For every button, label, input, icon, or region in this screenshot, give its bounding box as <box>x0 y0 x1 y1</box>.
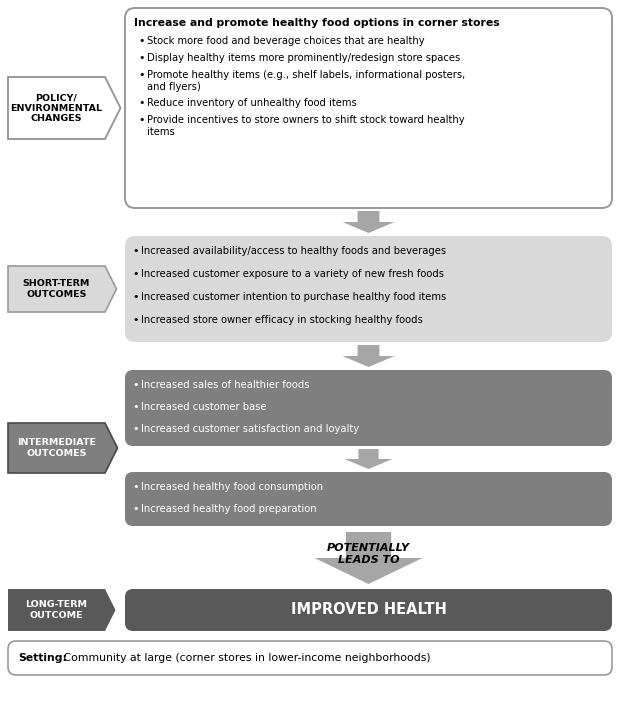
Text: •: • <box>132 380 138 390</box>
Text: Provide incentives to store owners to shift stock toward healthy
items: Provide incentives to store owners to sh… <box>147 115 464 136</box>
Text: Increased customer satisfaction and loyalty: Increased customer satisfaction and loya… <box>141 424 359 434</box>
Text: Setting:: Setting: <box>18 653 67 663</box>
Polygon shape <box>8 266 117 312</box>
Text: POLICY/
ENVIRONMENTAL
CHANGES: POLICY/ ENVIRONMENTAL CHANGES <box>11 93 102 123</box>
Text: Stock more food and beverage choices that are healthy: Stock more food and beverage choices tha… <box>147 36 425 46</box>
Text: Increased healthy food consumption: Increased healthy food consumption <box>141 482 323 492</box>
Polygon shape <box>8 589 115 631</box>
Text: •: • <box>132 269 138 279</box>
Text: •: • <box>138 36 144 46</box>
Text: IMPROVED HEALTH: IMPROVED HEALTH <box>291 602 446 618</box>
Text: •: • <box>132 504 138 514</box>
FancyBboxPatch shape <box>125 370 612 446</box>
Text: Display healthy items more prominently/redesign store spaces: Display healthy items more prominently/r… <box>147 53 460 63</box>
Text: LONG-TERM
OUTCOME: LONG-TERM OUTCOME <box>25 600 87 620</box>
Text: Increased customer intention to purchase healthy food items: Increased customer intention to purchase… <box>141 292 446 302</box>
Text: •: • <box>132 246 138 256</box>
Text: •: • <box>138 115 144 125</box>
Text: Reduce inventory of unhealthy food items: Reduce inventory of unhealthy food items <box>147 98 356 108</box>
FancyBboxPatch shape <box>125 472 612 526</box>
Text: •: • <box>132 315 138 325</box>
Text: •: • <box>132 402 138 412</box>
FancyBboxPatch shape <box>125 589 612 631</box>
Text: INTERMEDIATE
OUTCOMES: INTERMEDIATE OUTCOMES <box>17 439 96 457</box>
Text: Increase and promote healthy food options in corner stores: Increase and promote healthy food option… <box>134 18 500 28</box>
Text: POTENTIALLY
LEADS TO: POTENTIALLY LEADS TO <box>327 543 410 565</box>
Text: Increased store owner efficacy in stocking healthy foods: Increased store owner efficacy in stocki… <box>141 315 423 325</box>
Polygon shape <box>8 77 120 139</box>
FancyBboxPatch shape <box>125 236 612 342</box>
Text: •: • <box>138 98 144 108</box>
Text: Increased healthy food preparation: Increased healthy food preparation <box>141 504 317 514</box>
Polygon shape <box>314 532 422 584</box>
Text: Promote healthy items (e.g., shelf labels, informational posters,
and flyers): Promote healthy items (e.g., shelf label… <box>147 70 465 91</box>
Text: Increased customer exposure to a variety of new fresh foods: Increased customer exposure to a variety… <box>141 269 444 279</box>
Text: Increased availability/access to healthy foods and beverages: Increased availability/access to healthy… <box>141 246 446 256</box>
Text: •: • <box>132 424 138 434</box>
FancyBboxPatch shape <box>125 8 612 208</box>
Polygon shape <box>345 449 392 469</box>
Text: •: • <box>138 70 144 80</box>
Text: Increased sales of healthier foods: Increased sales of healthier foods <box>141 380 309 390</box>
Text: Community at large (corner stores in lower-income neighborhoods): Community at large (corner stores in low… <box>60 653 431 663</box>
FancyBboxPatch shape <box>8 641 612 675</box>
Text: •: • <box>132 482 138 492</box>
Polygon shape <box>8 423 118 473</box>
Text: •: • <box>138 53 144 63</box>
Text: •: • <box>132 292 138 302</box>
Text: SHORT-TERM
OUTCOMES: SHORT-TERM OUTCOMES <box>23 279 90 299</box>
Polygon shape <box>342 345 394 367</box>
Polygon shape <box>342 211 394 233</box>
Text: Increased customer base: Increased customer base <box>141 402 267 412</box>
